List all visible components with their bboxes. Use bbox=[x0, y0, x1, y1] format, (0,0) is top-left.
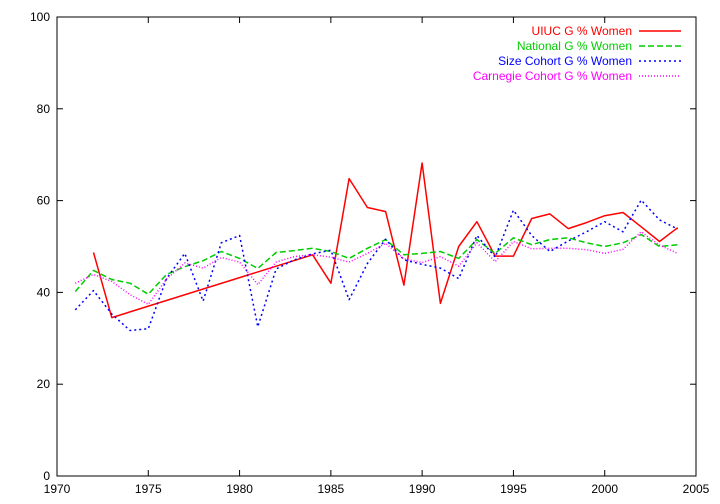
legend-label-2: Size Cohort G % Women bbox=[498, 54, 632, 68]
legend-label-1: National G % Women bbox=[517, 39, 632, 53]
x-tick-label: 2005 bbox=[683, 482, 710, 496]
legend-label-3: Carnegie Cohort G % Women bbox=[473, 69, 632, 83]
y-tick-label: 20 bbox=[37, 377, 51, 391]
plot-frame bbox=[56, 16, 697, 477]
x-tick-label: 2000 bbox=[591, 482, 618, 496]
x-tick-label: 1980 bbox=[226, 482, 253, 496]
series-line-0 bbox=[92, 162, 679, 319]
series-lines bbox=[74, 162, 679, 332]
series-line-3 bbox=[74, 231, 679, 306]
axis-ticks: 1970 1975 1980 1985 1990 1995 2000 2005 0 20 40 60 8… bbox=[30, 10, 710, 496]
x-tick-label: 1975 bbox=[135, 482, 162, 496]
x-tick-label: 1985 bbox=[318, 482, 345, 496]
y-tick-label: 0 bbox=[43, 469, 50, 483]
series-line-2 bbox=[74, 199, 679, 332]
y-tick-label: 100 bbox=[30, 10, 50, 24]
x-tick-label: 1990 bbox=[409, 482, 436, 496]
x-tick-label: 1970 bbox=[44, 482, 71, 496]
y-tick-label: 40 bbox=[37, 285, 51, 299]
y-tick-label: 80 bbox=[37, 102, 51, 116]
y-tick-label: 60 bbox=[37, 194, 51, 208]
legend-label-0: UIUC G % Women bbox=[532, 24, 632, 38]
series-line-1 bbox=[74, 233, 678, 295]
x-tick-label: 1995 bbox=[500, 482, 527, 496]
